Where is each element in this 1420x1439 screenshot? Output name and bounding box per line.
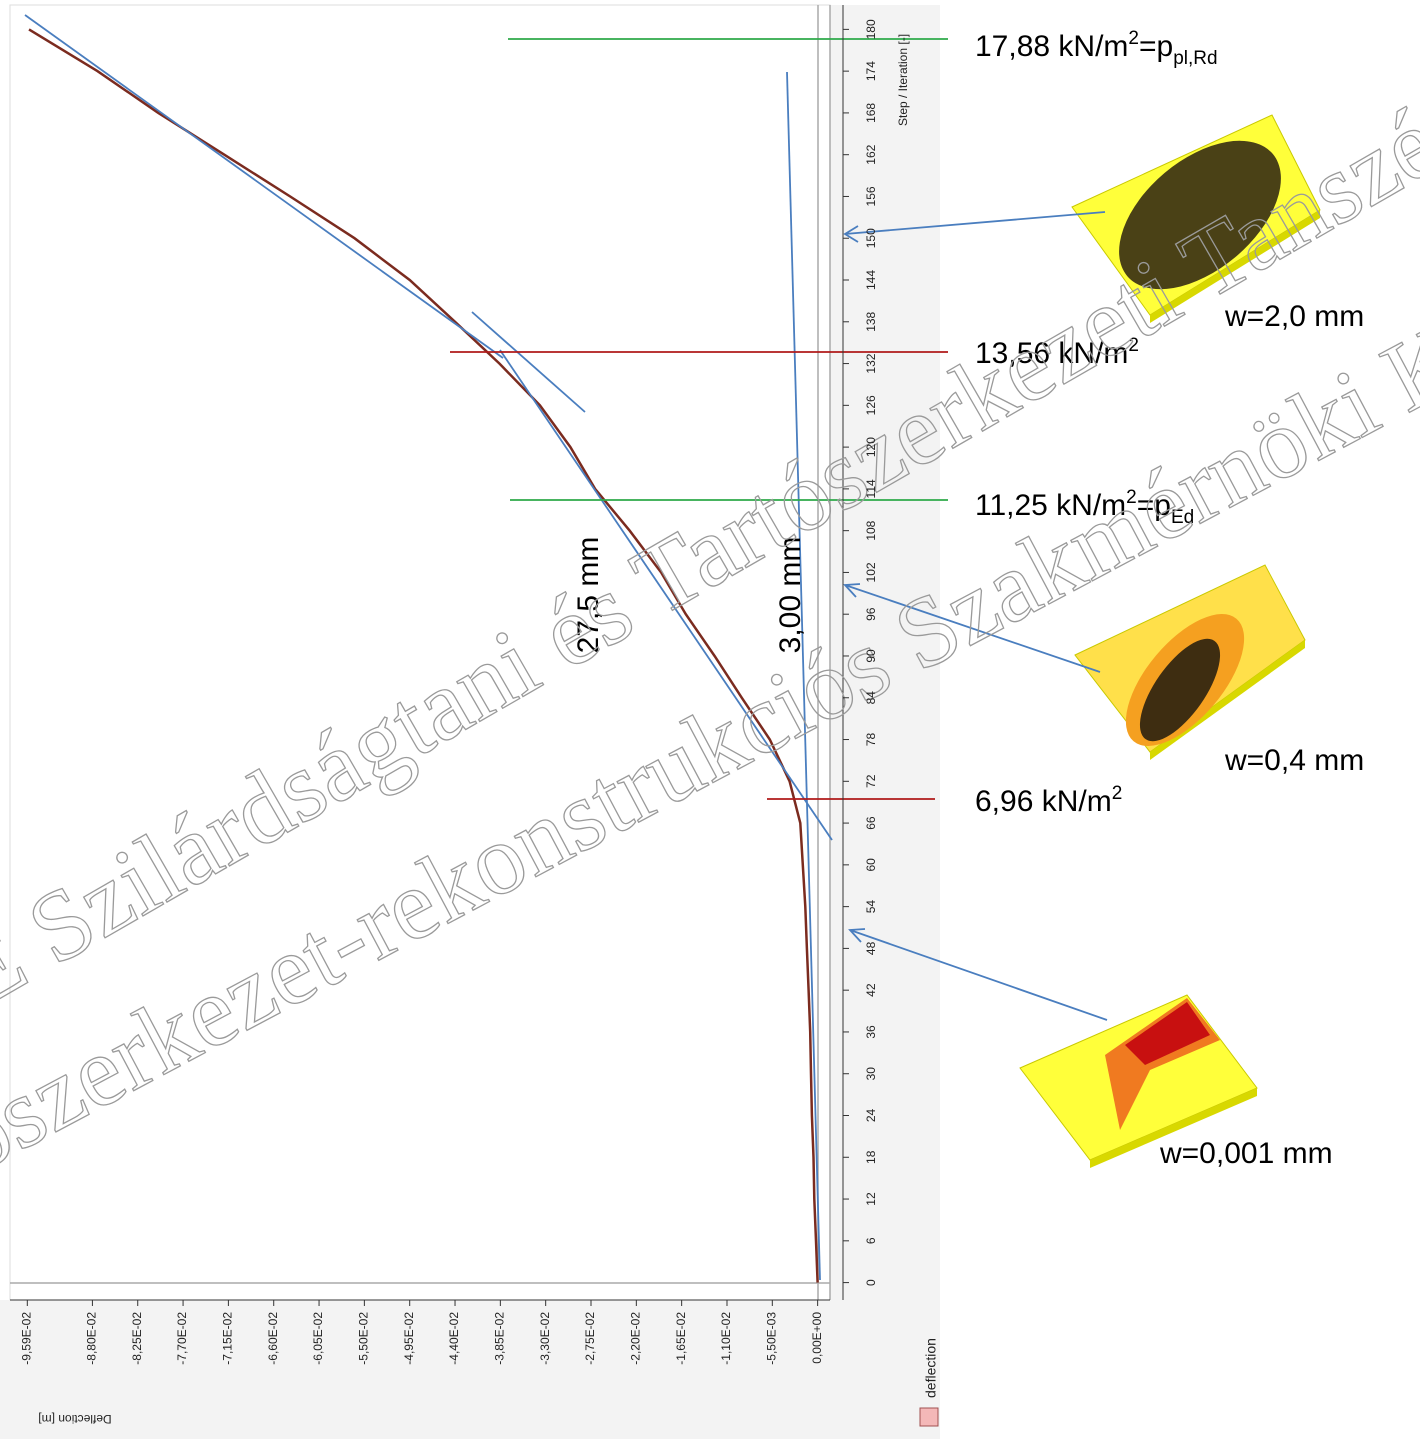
x-tick-label: 54	[864, 900, 878, 914]
level-label: 6,96 kN/m2	[975, 783, 1122, 818]
plate	[1019, 994, 1258, 1168]
level-sub: Ed	[1171, 507, 1194, 528]
y-tick-label: -8,25E-02	[130, 1312, 144, 1365]
x-tick-label: 138	[864, 311, 878, 331]
y-tick-label: -2,20E-02	[629, 1312, 643, 1365]
plate	[1074, 564, 1306, 760]
y-tick-label: -4,95E-02	[402, 1312, 416, 1365]
marks	[28, 28, 819, 1283]
x-tick-label: 18	[864, 1150, 878, 1164]
x-tick-label: 150	[864, 228, 878, 248]
tangent-line	[786, 71, 821, 1281]
plate-contour	[1125, 1002, 1210, 1065]
plate-damage	[1139, 638, 1221, 742]
level-label: 11,25 kN/m2=pEd	[975, 487, 1194, 528]
level-text: 13,56 kN/m	[975, 337, 1128, 370]
level-text: 17,88 kN/m	[975, 30, 1128, 63]
x-tick-label: 78	[864, 733, 878, 747]
level-text: 11,25 kN/m	[975, 489, 1126, 522]
level-text: =p	[1137, 489, 1171, 522]
x-tick-label: 174	[864, 61, 878, 81]
deflection-label: w=2,0 mm	[1224, 300, 1364, 333]
level-label: 17,88 kN/m2=ppl,Rd	[975, 28, 1218, 69]
deflection-label: w=0,001 mm	[1159, 1137, 1333, 1170]
deflection-label: w=0,4 mm	[1224, 744, 1364, 777]
plot-area	[9, 4, 831, 1301]
x-tick-label: 42	[864, 983, 878, 997]
x-tick-label: 114	[864, 479, 878, 498]
x-tick-label: 24	[864, 1109, 878, 1123]
y-tick-label: -9,59E-02	[19, 1312, 33, 1365]
plate-damage	[1119, 140, 1281, 290]
legend-swatch	[919, 1407, 939, 1427]
x-tick-label: 102	[864, 562, 878, 582]
tangent-line	[499, 349, 833, 841]
x-tick-label: 180	[864, 19, 878, 39]
plate-edge	[1150, 210, 1320, 323]
axis-panel	[0, 1300, 940, 1439]
x-tick-label: 72	[864, 774, 878, 788]
plate-edge	[1090, 1088, 1257, 1168]
x-tick-label: 156	[864, 186, 878, 206]
y-tick-label: -1,65E-02	[674, 1312, 688, 1365]
level-text: 6,96 kN/m	[975, 785, 1112, 818]
y-axis-title: Deflection [m]	[38, 1412, 111, 1426]
level-sup: 2	[1128, 335, 1139, 356]
arrow	[843, 211, 1106, 243]
level-label: 13,56 kN/m2	[975, 335, 1139, 370]
plate	[1071, 114, 1321, 323]
x-tick-label: 162	[864, 144, 878, 164]
y-tick-label: -2,75E-02	[583, 1312, 597, 1365]
y-tick-label: -4,40E-02	[447, 1312, 461, 1365]
x-tick-label: 36	[864, 1025, 878, 1039]
x-tick-label: 66	[864, 816, 878, 830]
y-tick-label: -8,80E-02	[85, 1312, 99, 1365]
x-tick-label: 168	[864, 103, 878, 123]
legend-label: deflection	[923, 1338, 939, 1398]
y-tick-label: -5,50E-03	[764, 1312, 778, 1365]
x-tick-label: 120	[864, 437, 878, 457]
y-tick-label: -3,30E-02	[538, 1312, 552, 1365]
level-text: =p	[1139, 30, 1173, 63]
y-tick-label: -3,85E-02	[493, 1312, 507, 1365]
level-sub: pl,Rd	[1173, 48, 1217, 69]
x-tick-label: 84	[864, 691, 878, 705]
tangent-line	[471, 311, 586, 413]
y-tick-label: -7,15E-02	[221, 1312, 235, 1365]
x-tick-label: 60	[864, 858, 878, 872]
x-axis-title: Step / Iteration [-]	[896, 34, 910, 126]
x-tick-label: 132	[864, 353, 878, 373]
dimension-label: 27,5 mm	[572, 537, 605, 654]
level-sup: 2	[1128, 28, 1139, 49]
level-sup: 2	[1112, 783, 1123, 804]
x-tick-label: 6	[864, 1237, 878, 1244]
x-tick-label: 0	[864, 1279, 878, 1286]
arrow	[843, 583, 1101, 673]
x-tick-label: 30	[864, 1067, 878, 1081]
y-tick-label: -7,70E-02	[175, 1312, 189, 1365]
x-tick-label: 90	[864, 649, 878, 663]
x-tick-label: 144	[864, 270, 878, 290]
level-sup: 2	[1126, 487, 1137, 508]
plate-edge	[1150, 640, 1305, 760]
x-tick-label: 108	[864, 520, 878, 540]
x-tick-label: 48	[864, 941, 878, 955]
arrow	[848, 928, 1108, 1021]
x-tick-label: 126	[864, 395, 878, 415]
axis-panel	[830, 5, 940, 1439]
x-tick-label: 96	[864, 607, 878, 621]
y-tick-label: 0,00E+00	[810, 1312, 824, 1364]
y-tick-label: -5,50E-02	[357, 1312, 371, 1365]
y-tick-label: -6,05E-02	[311, 1312, 325, 1365]
series-line	[28, 28, 819, 1283]
arrows	[843, 211, 1108, 1021]
tangent-line	[24, 14, 504, 359]
x-tick-label: 12	[864, 1192, 878, 1206]
y-tick-label: -6,60E-02	[266, 1312, 280, 1365]
tangents	[24, 14, 833, 1281]
y-tick-label: -1,10E-02	[719, 1312, 733, 1365]
dimension-label: 3,00 mm	[774, 537, 807, 654]
